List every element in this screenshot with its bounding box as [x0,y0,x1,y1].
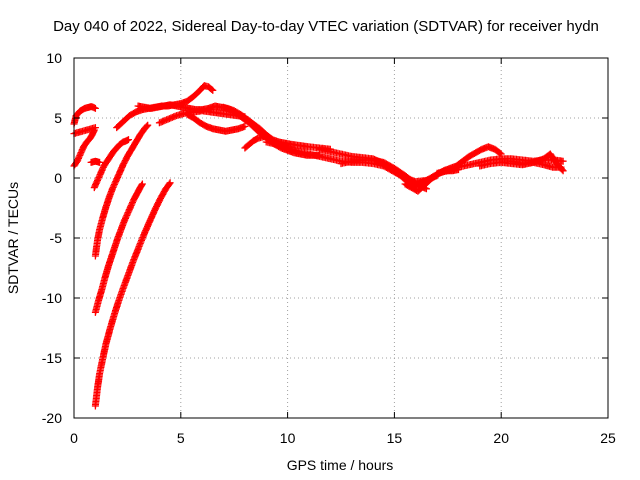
x-tick-label: 20 [493,430,509,446]
data-point [138,181,146,189]
y-axis-label: SDTVAR / TECUs [5,182,21,294]
data-point [166,179,174,187]
grid-lines [74,58,608,418]
y-tick-label: -15 [42,350,62,366]
data-point [559,157,567,165]
data-point [143,122,151,130]
y-tick-label: -10 [42,290,62,306]
y-tick-label: 5 [54,110,62,126]
data-point [262,132,270,140]
y-axis-ticks: -20 -15 -10 -5 0 5 10 [42,50,608,426]
data-point [125,136,132,144]
data-point [209,86,217,94]
x-tick-label: 15 [387,430,403,446]
data-point [144,121,152,129]
data-point [165,180,173,188]
data-point [91,104,99,112]
x-axis-label: GPS time / hours [287,457,394,473]
x-tick-label: 5 [177,430,185,446]
x-tick-label: 0 [70,430,78,446]
y-tick-label: 0 [54,170,62,186]
data-point [557,163,565,171]
data-point [96,158,104,166]
data-points [70,82,567,410]
data-point [208,86,216,93]
data-point [91,124,99,132]
x-tick-label: 25 [600,430,616,446]
y-tick-label: 10 [46,50,62,66]
data-point [241,122,249,130]
data-point [138,180,146,188]
y-tick-label: -5 [50,230,63,246]
y-tick-label: -20 [42,410,62,426]
x-axis-ticks: 0 5 10 15 20 25 [70,58,616,446]
x-tick-label: 10 [280,430,296,446]
data-point [559,167,567,175]
chart-title: Day 040 of 2022, Sidereal Day-to-day VTE… [53,18,599,35]
